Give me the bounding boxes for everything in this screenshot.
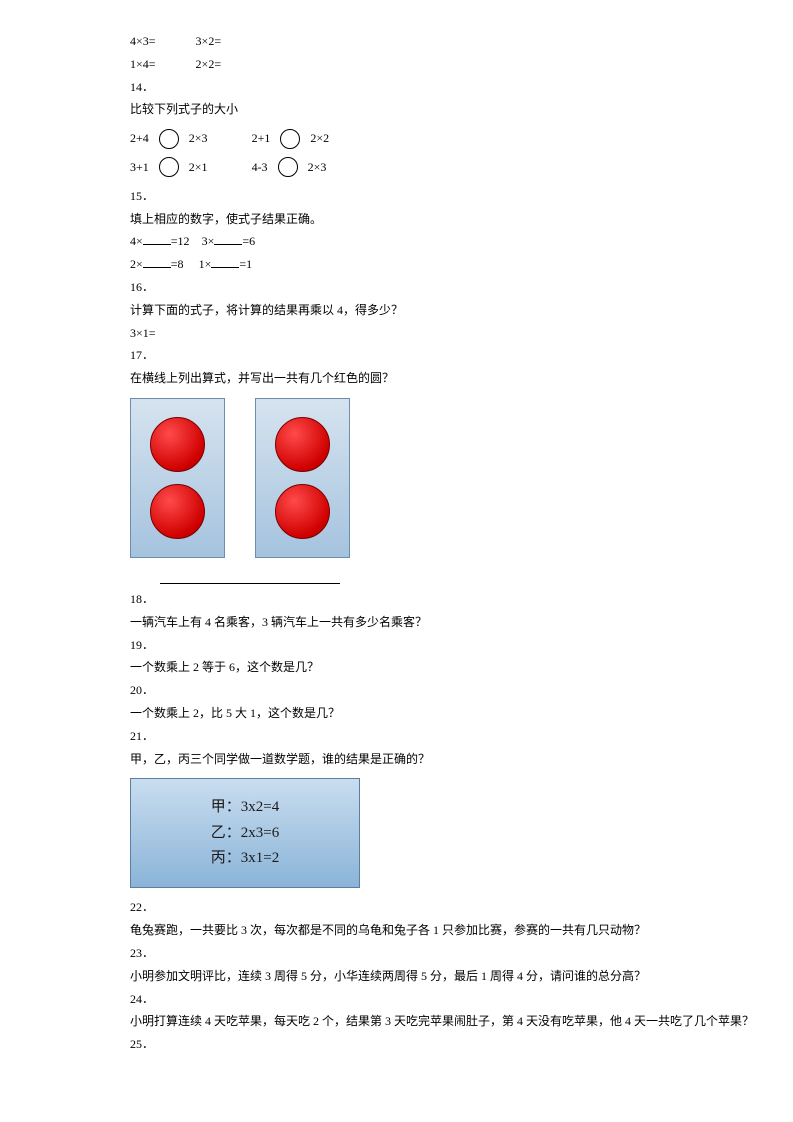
cmp1-right: 2×3 xyxy=(189,127,208,150)
equation-row-1: 4×3= 3×2= xyxy=(130,30,663,53)
cmp2-left: 2+1 xyxy=(252,127,271,150)
fill-blank xyxy=(211,254,239,268)
q18-number: 18． xyxy=(130,588,663,611)
q19-number: 19． xyxy=(130,634,663,657)
q15-r1b-post: =6 xyxy=(242,234,255,248)
q24-text: 小明打算连续 4 天吃苹果，每天吃 2 个，结果第 3 天吃完苹果闹肚子，第 4… xyxy=(130,1010,663,1033)
compare-row-2: 3+1 2×1 4-3 2×3 xyxy=(130,156,663,179)
q15-title: 填上相应的数字，使式子结果正确。 xyxy=(130,208,663,231)
red-circle-icon xyxy=(150,417,205,472)
q15-r1b-pre: 3× xyxy=(202,234,215,248)
q15-r1a-pre: 4× xyxy=(130,234,143,248)
circle-box-1 xyxy=(130,398,225,558)
q15-r2b-post: =1 xyxy=(239,257,252,271)
q17-number: 17． xyxy=(130,344,663,367)
q17-title: 在横线上列出算式，并写出一共有几个红色的圆？ xyxy=(130,367,663,390)
fill-blank xyxy=(143,231,171,245)
q21-number: 21． xyxy=(130,725,663,748)
q18-text: 一辆汽车上有 4 名乘客，3 辆汽车上一共有多少名乘客？ xyxy=(130,611,663,634)
q25-number: 25． xyxy=(130,1033,663,1056)
q15-r2a-pre: 2× xyxy=(130,257,143,271)
fill-blank xyxy=(143,254,171,268)
q20-text: 一个数乘上 2，比 5 大 1，这个数是几？ xyxy=(130,702,663,725)
answer-blank-line xyxy=(160,568,340,584)
eq-1b: 3×2= xyxy=(196,30,222,53)
q23-number: 23． xyxy=(130,942,663,965)
q15-row2: 2× =8 1× =1 xyxy=(130,253,663,276)
eq-2a: 1×4= xyxy=(130,53,156,76)
q24-number: 24． xyxy=(130,988,663,1011)
q15-row1: 4× =12 3× =6 xyxy=(130,230,663,253)
q15-r1a-post: =12 xyxy=(171,234,190,248)
box-line-3: 丙：3x1=2 xyxy=(211,846,279,872)
eq-2b: 2×2= xyxy=(196,53,222,76)
compare-blank-icon xyxy=(159,129,179,149)
compare-blank-icon xyxy=(278,157,298,177)
q21-text: 甲，乙，丙三个同学做一道数学题，谁的结果是正确的？ xyxy=(130,748,663,771)
q14-number: 14． xyxy=(130,76,663,99)
box-line-1: 甲：3x2=4 xyxy=(211,795,279,821)
cmp2-right: 2×2 xyxy=(310,127,329,150)
cmp4-left: 4-3 xyxy=(252,156,268,179)
red-circle-icon xyxy=(275,484,330,539)
compare-blank-icon xyxy=(280,129,300,149)
circles-diagram xyxy=(130,398,663,558)
equation-row-2: 1×4= 2×2= xyxy=(130,53,663,76)
q22-text: 龟兔赛跑，一共要比 3 次，每次都是不同的乌龟和兔子各 1 只参加比赛，参赛的一… xyxy=(130,919,663,942)
red-circle-icon xyxy=(275,417,330,472)
q15-number: 15． xyxy=(130,185,663,208)
q15-r2a-post: =8 xyxy=(171,257,184,271)
q15-r2b-pre: 1× xyxy=(199,257,212,271)
answer-box: 甲：3x2=4 乙：2x3=6 丙：3x1=2 xyxy=(130,778,360,888)
q19-text: 一个数乘上 2 等于 6，这个数是几？ xyxy=(130,656,663,679)
red-circle-icon xyxy=(150,484,205,539)
cmp3-left: 3+1 xyxy=(130,156,149,179)
q14-title: 比较下列式子的大小 xyxy=(130,98,663,121)
q16-title: 计算下面的式子，将计算的结果再乘以 4，得多少？ xyxy=(130,299,663,322)
eq-1a: 4×3= xyxy=(130,30,156,53)
q23-text: 小明参加文明评比，连续 3 周得 5 分，小华连续两周得 5 分，最后 1 周得… xyxy=(130,965,663,988)
circle-box-2 xyxy=(255,398,350,558)
fill-blank xyxy=(214,231,242,245)
cmp3-right: 2×1 xyxy=(189,156,208,179)
compare-blank-icon xyxy=(159,157,179,177)
compare-row-1: 2+4 2×3 2+1 2×2 xyxy=(130,127,663,150)
box-line-2: 乙：2x3=6 xyxy=(211,821,279,847)
q20-number: 20． xyxy=(130,679,663,702)
cmp1-left: 2+4 xyxy=(130,127,149,150)
q16-number: 16． xyxy=(130,276,663,299)
q16-eq: 3×1= xyxy=(130,322,663,345)
cmp4-right: 2×3 xyxy=(308,156,327,179)
q22-number: 22． xyxy=(130,896,663,919)
